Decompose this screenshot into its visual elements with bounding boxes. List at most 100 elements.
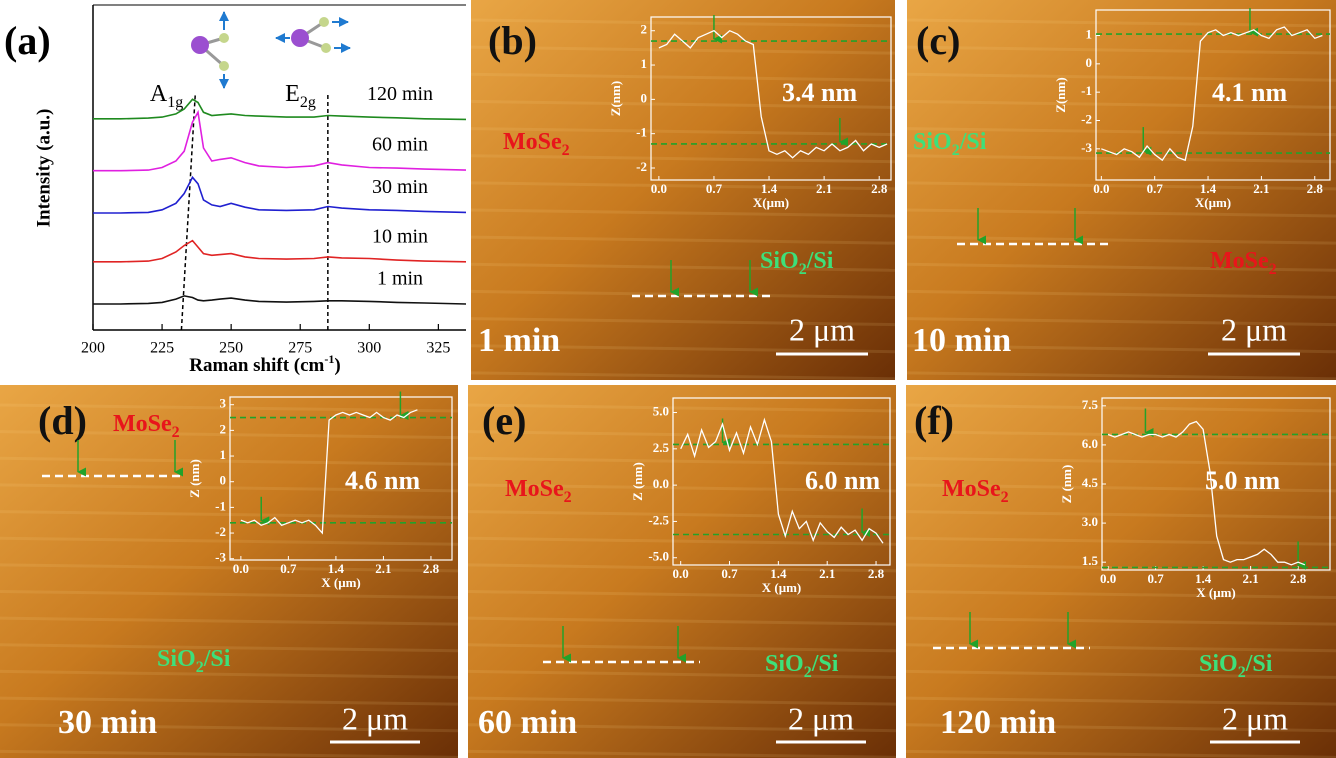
x-tick-label: 0.7 [721, 566, 738, 581]
panel-label: (b) [488, 18, 537, 63]
x-tick-label: 0.0 [1093, 181, 1109, 196]
peak-label-text: A [150, 81, 168, 107]
peak-label: E2g [285, 81, 316, 112]
x-axis-label: X(μm) [753, 195, 789, 210]
y-tick-label: 0 [1086, 55, 1093, 70]
x-tick-label: 200 [81, 340, 105, 357]
time-label: 120 min [940, 704, 1056, 741]
step-height: 6.0 nm [805, 466, 880, 495]
x-tick-label: 2.1 [1242, 571, 1258, 586]
x-tick-label: 0.0 [233, 561, 249, 576]
peak-label-sub: 1g [167, 94, 183, 111]
y-tick-label: 2.5 [653, 440, 670, 455]
series-label: 60 min [372, 134, 428, 156]
material-label-text: SiO [760, 248, 799, 274]
x-axis-label-sup: -1 [324, 352, 334, 366]
time-label: 10 min [912, 322, 1011, 359]
y-tick-label: -1 [636, 125, 647, 140]
step-height: 4.1 nm [1212, 78, 1287, 107]
y-tick-label: 3 [220, 396, 227, 411]
x-tick-label: 2.1 [1253, 181, 1269, 196]
scale-bar-label: 2 μm [788, 700, 854, 736]
x-tick-label: 225 [150, 340, 174, 357]
material-label-sub: 2 [1001, 489, 1009, 506]
x-tick-label: 1.4 [770, 566, 787, 581]
y-axis-label: Z (nm) [1059, 465, 1074, 504]
y-tick-label: 7.5 [1082, 397, 1099, 412]
material-label-text: MoSe [1210, 248, 1269, 274]
x-axis-label-text: Raman shift (cm [189, 355, 324, 376]
y-tick-label: 2 [220, 421, 227, 436]
material-label-sub: 2 [562, 142, 570, 159]
spectrum-line [93, 296, 466, 304]
x-tick-label: 0.7 [1147, 181, 1164, 196]
material-label-sub: 2 [1238, 664, 1246, 681]
step-height: 4.6 nm [345, 466, 420, 495]
x-tick-label: 300 [357, 340, 381, 357]
panel-label: (d) [38, 398, 87, 443]
panel-label: (e) [482, 398, 526, 443]
x-tick-label: 1.4 [328, 561, 345, 576]
y-tick-label: -2.5 [648, 512, 669, 527]
y-tick-label: 4.5 [1082, 475, 1099, 490]
material-label-text: MoSe [505, 476, 564, 502]
x-axis-label-tail: ) [334, 355, 340, 376]
x-tick-label: 0.7 [706, 181, 723, 196]
step-height: 5.0 nm [1205, 466, 1280, 495]
y-tick-label: 5.0 [653, 404, 669, 419]
panel-label: (f) [914, 398, 954, 443]
x-tick-label: 2.1 [375, 561, 391, 576]
y-tick-label: -2 [636, 159, 647, 174]
time-label: 60 min [478, 704, 577, 741]
series-label: 30 min [372, 176, 428, 198]
time-label: 1 min [478, 322, 560, 359]
y-tick-label: 1 [220, 447, 227, 462]
material-label-sub: 2 [196, 659, 204, 676]
x-tick-label: 0.7 [280, 561, 297, 576]
y-tick-label: 1 [1086, 26, 1093, 41]
molecule-a1g [191, 12, 229, 88]
x-tick-label: 1.4 [1200, 181, 1217, 196]
x-tick-label: 2.8 [1290, 571, 1307, 586]
material-label-tail: /Si [959, 129, 987, 155]
material-label-text: MoSe [113, 411, 172, 437]
material-label-sub: 2 [1269, 261, 1277, 278]
x-tick-label: 2.8 [871, 181, 888, 196]
series-label: 120 min [367, 83, 433, 105]
material-label-tail: /Si [806, 248, 834, 274]
y-tick-label: 0 [220, 473, 227, 488]
x-axis-label: X (μm) [321, 575, 361, 590]
x-tick-label: 1.4 [1195, 571, 1212, 586]
y-axis-label: Z (nm) [187, 459, 202, 498]
y-tick-label: 0.0 [653, 476, 669, 491]
molecule-e2g [276, 17, 350, 53]
material-label-sub: 2 [799, 261, 807, 278]
y-tick-label: 0 [641, 90, 648, 105]
material-label-sub: 2 [952, 142, 960, 159]
x-tick-label: 2.1 [816, 181, 832, 196]
panel-label: (a) [4, 18, 51, 63]
y-tick-label: 2 [641, 22, 648, 37]
x-tick-label: 0.0 [673, 566, 689, 581]
x-tick-label: 275 [288, 340, 312, 357]
page: (a)200225250275300325Raman shift (cm-1)I… [0, 0, 1336, 758]
y-tick-label: -5.0 [648, 549, 669, 564]
y-axis-label: Intensity (a.u.) [33, 109, 54, 228]
y-axis-label: Z(nm) [1053, 77, 1068, 112]
step-height: 3.4 nm [782, 78, 857, 107]
y-tick-label: -1 [1081, 83, 1092, 98]
x-tick-label: 2.8 [868, 566, 885, 581]
material-label-tail: /Si [203, 646, 231, 672]
x-tick-label: 2.8 [1307, 181, 1324, 196]
peak-label: A1g [150, 81, 183, 112]
material-label-text: MoSe [942, 476, 1001, 502]
x-tick-label: 325 [426, 340, 450, 357]
material-label-text: MoSe [503, 129, 562, 155]
y-axis-label: Z (nm) [630, 462, 645, 501]
scale-bar-label: 2 μm [1222, 700, 1288, 736]
x-tick-label: 2.1 [819, 566, 835, 581]
x-tick-label: 0.7 [1147, 571, 1164, 586]
material-label-text: SiO [765, 651, 804, 677]
y-tick-label: 6.0 [1082, 436, 1098, 451]
peak-line [181, 95, 195, 330]
